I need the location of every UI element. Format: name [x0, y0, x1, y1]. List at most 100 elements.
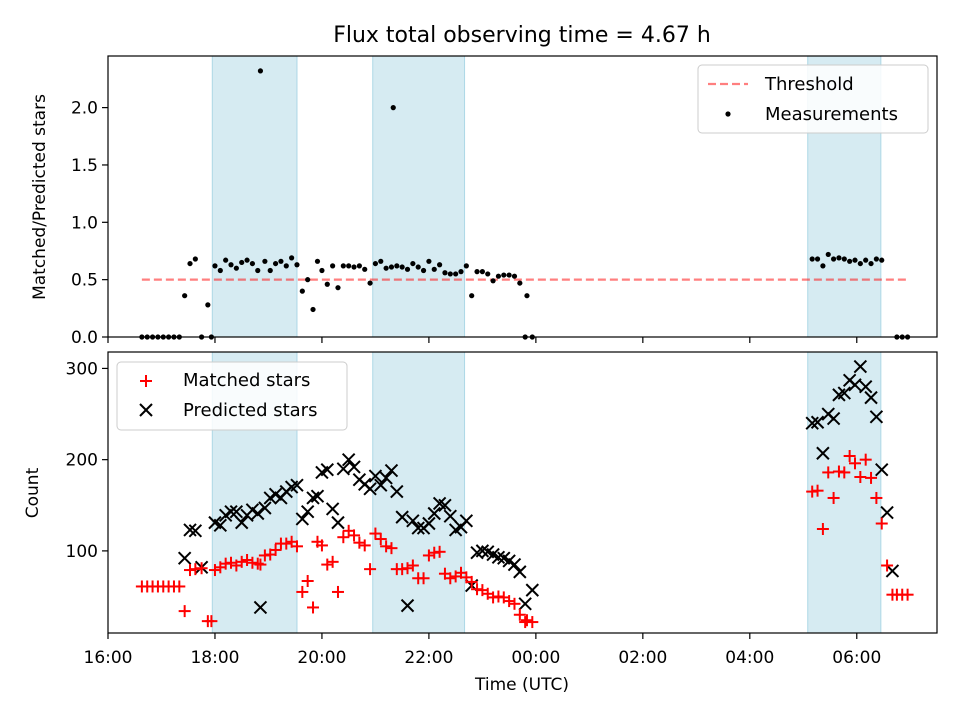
- predicted-marker-stroke: [208, 515, 222, 530]
- predicted-star-marker: [406, 514, 420, 528]
- top-y-tick-label: 2.0: [71, 99, 98, 119]
- measurement-point: [305, 277, 311, 283]
- measurement-point: [517, 280, 523, 286]
- measurement-point: [346, 263, 352, 269]
- matched-star-marker: [465, 575, 478, 588]
- measurement-point: [469, 293, 475, 299]
- predicted-star-marker: [438, 498, 452, 512]
- measurement-point: [244, 257, 250, 263]
- matched-star-marker: [503, 595, 516, 608]
- measurement-point: [820, 263, 826, 269]
- bottom-panel: 100 200 300 16:00 18:00 20:00 22:00 00:00 02:00…: [23, 351, 938, 695]
- measurement-point: [437, 262, 443, 268]
- predicted-star-marker: [347, 460, 361, 474]
- top-legend-box: [697, 64, 929, 134]
- measurement-point: [278, 258, 284, 264]
- measurement-point: [356, 263, 362, 269]
- measurement-point: [182, 293, 188, 299]
- measurement-point: [841, 256, 847, 262]
- predicted-marker-stroke: [268, 487, 283, 502]
- predicted-marker-stroke: [384, 463, 399, 478]
- predicted-star-marker: [826, 411, 841, 426]
- predicted-marker-stroke: [502, 554, 516, 568]
- measurement-point: [825, 251, 831, 258]
- measurement-point: [479, 269, 485, 275]
- bottom-plot-frame: [107, 351, 938, 634]
- matched-star-marker: [422, 549, 435, 562]
- matched-star-marker: [526, 616, 539, 629]
- legend-predicted-swatch: [139, 403, 153, 417]
- predicted-marker-stroke: [443, 509, 458, 523]
- matched-star-marker: [865, 471, 878, 484]
- predicted-star-marker: [325, 502, 340, 516]
- x-tick-label: 00:00: [511, 648, 560, 668]
- predicted-marker-stroke: [427, 506, 441, 521]
- measurement-point: [223, 257, 229, 263]
- predicted-marker-stroke: [486, 547, 500, 562]
- matched-star-marker: [508, 597, 521, 610]
- predicted-star-marker: [459, 514, 474, 528]
- predicted-star-marker: [341, 452, 356, 467]
- matched-star-marker: [406, 559, 419, 572]
- predicted-marker-stroke: [513, 565, 527, 579]
- measurement-point: [463, 263, 469, 269]
- top-panel: 0.00.51.01.52.0 Matched/Predicted stars …: [30, 55, 938, 348]
- predicted-star-marker: [805, 416, 819, 430]
- measurement-point: [367, 280, 373, 286]
- matched-star-marker: [369, 527, 382, 540]
- predicted-marker-stroke: [363, 482, 377, 496]
- predicted-marker-stroke: [869, 410, 884, 424]
- predicted-marker-stroke: [258, 501, 272, 515]
- bottom-y-tick-label: 300: [66, 359, 98, 379]
- measurement-point: [857, 260, 863, 267]
- top-x-ticks: [107, 337, 858, 343]
- predicted-star-points: [177, 359, 900, 615]
- matched-star-marker: [178, 605, 191, 618]
- matched-star-marker: [173, 580, 186, 593]
- matched-star-marker: [364, 563, 377, 576]
- shaded-interval-bottom: [372, 351, 466, 634]
- matched-star-marker: [444, 572, 457, 585]
- legend-predicted-label: Predicted stars: [183, 400, 317, 421]
- matched-star-marker: [401, 562, 414, 575]
- measurement-point: [410, 260, 416, 267]
- x-tick-label: 04:00: [725, 648, 774, 668]
- predicted-marker-stroke: [826, 411, 841, 426]
- measurement-point: [255, 267, 261, 274]
- predicted-marker-stroke: [518, 597, 532, 611]
- predicted-star-marker: [258, 501, 272, 515]
- measurement-point: [228, 262, 234, 268]
- measurement-point: [420, 267, 427, 274]
- predicted-marker-stroke: [374, 478, 388, 492]
- measurement-point: [324, 281, 330, 287]
- predicted-marker-stroke: [295, 512, 310, 526]
- bottom-y-tick-label: 200: [66, 451, 98, 471]
- measurement-point: [239, 259, 245, 266]
- matched-star-marker: [859, 453, 872, 466]
- predicted-marker-stroke: [368, 469, 383, 483]
- predicted-marker-stroke: [300, 504, 315, 519]
- predicted-star-marker: [810, 415, 825, 429]
- predicted-star-marker: [295, 512, 310, 526]
- matched-star-marker: [827, 491, 840, 504]
- predicted-marker-stroke: [810, 415, 825, 429]
- matched-star-marker: [822, 466, 835, 479]
- predicted-marker-stroke: [438, 498, 452, 512]
- matched-star-marker: [225, 556, 238, 569]
- matched-star-marker: [280, 537, 293, 550]
- measurement-point: [362, 266, 368, 272]
- predicted-star-marker: [525, 583, 540, 597]
- measurement-point: [267, 267, 273, 274]
- matched-star-marker: [374, 533, 387, 546]
- predicted-star-marker: [306, 491, 320, 505]
- predicted-marker-stroke: [245, 503, 260, 517]
- matched-star-marker: [417, 572, 430, 585]
- predicted-star-marker: [177, 551, 192, 565]
- predicted-star-marker: [411, 521, 425, 535]
- measurement-point: [447, 271, 453, 277]
- matched-star-marker: [290, 540, 303, 553]
- top-y-tick-label: 0.0: [71, 328, 98, 348]
- matched-star-marker: [433, 545, 446, 558]
- predicted-marker-stroke: [507, 557, 522, 572]
